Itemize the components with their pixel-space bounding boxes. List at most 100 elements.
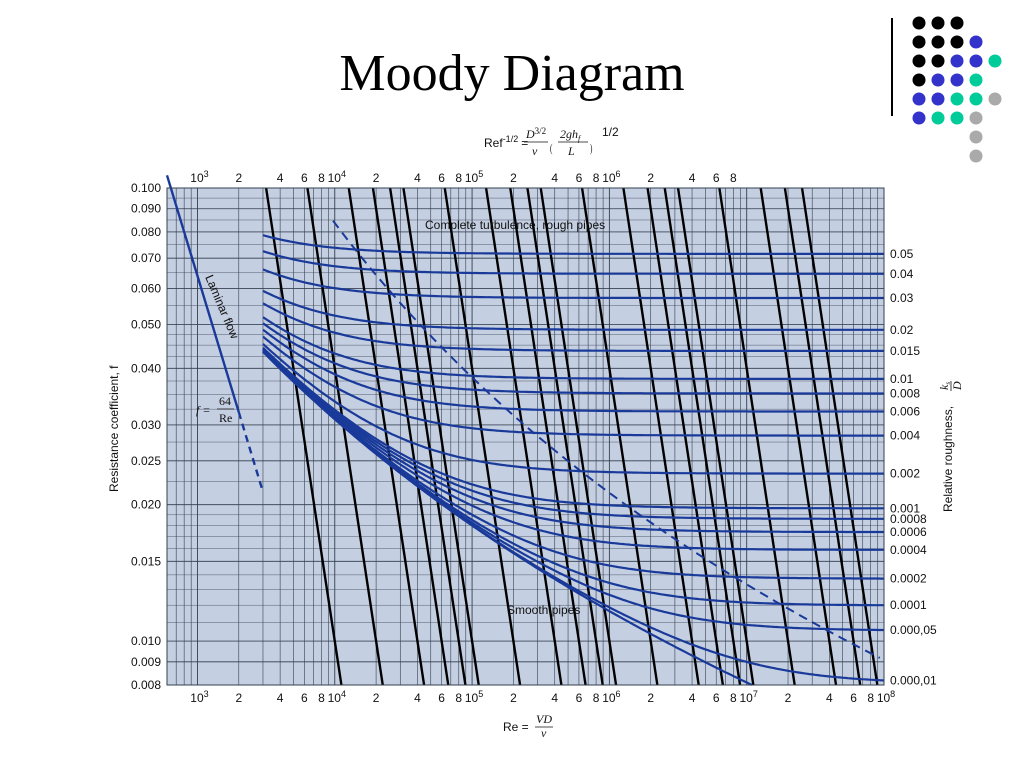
- complete-turbulence-label: Complete turbulence, rough pipes: [425, 218, 605, 232]
- roughness-label: 0.0006: [890, 525, 927, 539]
- x-tick-label-bottom: 4: [551, 691, 558, 705]
- svg-text:ν: ν: [532, 144, 538, 158]
- x-tick-label-bottom: 4: [414, 691, 421, 705]
- roughness-curve-0.05: [262, 234, 884, 255]
- laminar-formula: f = 64 Re: [196, 394, 234, 425]
- x-tick-label-bottom: 2: [510, 691, 517, 705]
- y-tick-label: 0.090: [131, 202, 161, 216]
- svg-text:f =: f =: [196, 403, 210, 417]
- roughness-curve-0.015: [262, 302, 884, 352]
- x-tick-label-bottom: 4: [826, 691, 833, 705]
- roughness-label: 0.02: [890, 323, 914, 337]
- roughness-label: 0.000,01: [890, 673, 937, 687]
- svg-text:Ref-1/2=: Ref-1/2 =: [484, 134, 528, 150]
- roughness-curve-0.008: [262, 322, 884, 395]
- y-tick-label: 0.015: [131, 554, 161, 568]
- roughness-label: 0.001: [890, 501, 920, 515]
- x-tick-label-bottom: 8: [593, 691, 600, 705]
- x-tick-label-bottom: 103: [190, 689, 208, 705]
- x-tick-label-bottom: 8: [318, 691, 325, 705]
- x-tick-label-bottom: 2: [373, 691, 380, 705]
- roughness-curve-0.004: [262, 335, 884, 437]
- roughness-label: 0.03: [890, 291, 914, 305]
- x-tick-label-top: 8: [318, 171, 325, 185]
- y-tick-label: 0.030: [131, 418, 161, 432]
- roughness-label: 0.006: [890, 404, 920, 418]
- y-tick-label: 0.080: [131, 225, 161, 239]
- x-tick-label-bottom: 6: [576, 691, 583, 705]
- y-axis-label: Resistance coefficient, f: [107, 365, 121, 492]
- smooth-pipes-label: Smooth pipes: [507, 603, 580, 617]
- roughness-curve-0.02: [262, 289, 884, 331]
- friction-curves: [165, 174, 884, 686]
- x-tick-label-top: 8: [593, 171, 600, 185]
- x-tick-label-top: 4: [277, 171, 284, 185]
- roughness-curve-0.001: [262, 346, 884, 510]
- x-tick-label-bottom: 106: [602, 689, 620, 705]
- roughness-label: 0.0002: [890, 572, 927, 586]
- top-formula: Ref-1/2 = D3/2 ν ( 2ghf L ) 1/2: [484, 125, 619, 158]
- slide-title: Moody Diagram: [339, 45, 685, 102]
- roughness-curve-0.04: [262, 250, 884, 275]
- roughness-label: 0.0008: [890, 512, 927, 526]
- x-tick-label-bottom: 2: [235, 691, 242, 705]
- y-tick-label: 0.070: [131, 251, 161, 265]
- svg-text:2ghf: 2ghf: [560, 127, 582, 143]
- re-f-line: [539, 187, 618, 686]
- laminar-line: [165, 174, 240, 413]
- roughness-label: 0.015: [890, 344, 920, 358]
- re-f-line: [264, 187, 343, 686]
- x-tick-label-top: 6: [713, 171, 720, 185]
- roughness-curve-0.0008: [262, 347, 884, 520]
- x-tick-label-bottom: 107: [740, 689, 758, 705]
- roughness-label: 0.004: [890, 429, 920, 443]
- y-tick-label: 0.010: [131, 634, 161, 648]
- re-f-line: [509, 187, 587, 686]
- x-tick-label-bottom: 6: [850, 691, 857, 705]
- y-tick-label: 0.008: [131, 678, 161, 692]
- x-tick-label-bottom: 104: [328, 689, 346, 705]
- svg-text:L: L: [567, 144, 575, 158]
- roughness-curve-0.0004: [262, 349, 884, 551]
- roughness-label: 0.0001: [890, 598, 927, 612]
- svg-text:64: 64: [219, 394, 231, 408]
- re-f-line: [622, 187, 700, 686]
- svg-text:ν: ν: [541, 726, 547, 740]
- y-tick-label: 0.025: [131, 454, 161, 468]
- y-tick-label: 0.100: [131, 181, 161, 195]
- x-tick-label-top: 6: [301, 171, 308, 185]
- x-tick-label-bottom: 105: [465, 689, 483, 705]
- roughness-curve-0.0006: [262, 348, 884, 534]
- smooth-pipes-curve: [262, 350, 753, 686]
- x-tick-label-top: 105: [465, 169, 483, 185]
- x-tick-label-top: 2: [647, 171, 654, 185]
- svg-text:D3/2: D3/2: [525, 126, 546, 141]
- x-tick-label-bottom: 6: [438, 691, 445, 705]
- y-tick-label: 0.050: [131, 317, 161, 331]
- x-tick-label-bottom: 108: [877, 689, 895, 705]
- x-tick-label-top: 8: [455, 171, 462, 185]
- x-tick-label-bottom: 4: [277, 691, 284, 705]
- svg-text:): ): [590, 142, 592, 155]
- y-tick-label: 0.040: [131, 361, 161, 375]
- y-tick-label: 0.009: [131, 655, 161, 669]
- x-tick-label-bottom: 6: [713, 691, 720, 705]
- re-f-line: [347, 187, 426, 686]
- y-tick-label: 0.020: [131, 498, 161, 512]
- svg-text:Re: Re: [219, 411, 232, 425]
- svg-text:ks: ks: [937, 382, 952, 390]
- x-tick-label-bottom: 8: [730, 691, 737, 705]
- svg-text:VD: VD: [536, 712, 552, 726]
- complete-turbulence-boundary: [332, 220, 881, 659]
- decorative-divider: [891, 18, 893, 116]
- roughness-curve-0.03: [262, 268, 884, 300]
- svg-text:Re =: Re =: [503, 720, 529, 734]
- re-f-line: [580, 187, 659, 686]
- right-axis-label: Relative roughness, ks D: [937, 381, 964, 512]
- x-tick-label-top: 8: [730, 171, 737, 185]
- x-axis-formula: Re = VD ν: [503, 712, 553, 740]
- x-tick-label-top: 2: [510, 171, 517, 185]
- svg-text:(: (: [550, 142, 552, 155]
- x-tick-label-bottom: 8: [455, 691, 462, 705]
